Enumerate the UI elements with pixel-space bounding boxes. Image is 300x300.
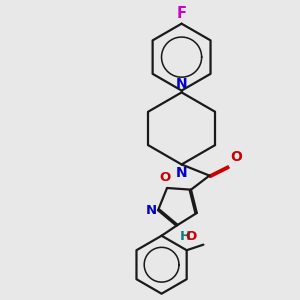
Text: O: O xyxy=(160,170,171,184)
Text: O: O xyxy=(185,230,197,243)
Text: F: F xyxy=(177,6,187,21)
Text: N: N xyxy=(176,166,188,180)
Text: O: O xyxy=(231,151,242,164)
Text: N: N xyxy=(146,204,157,217)
Text: N: N xyxy=(176,77,188,91)
Text: H: H xyxy=(179,230,191,243)
